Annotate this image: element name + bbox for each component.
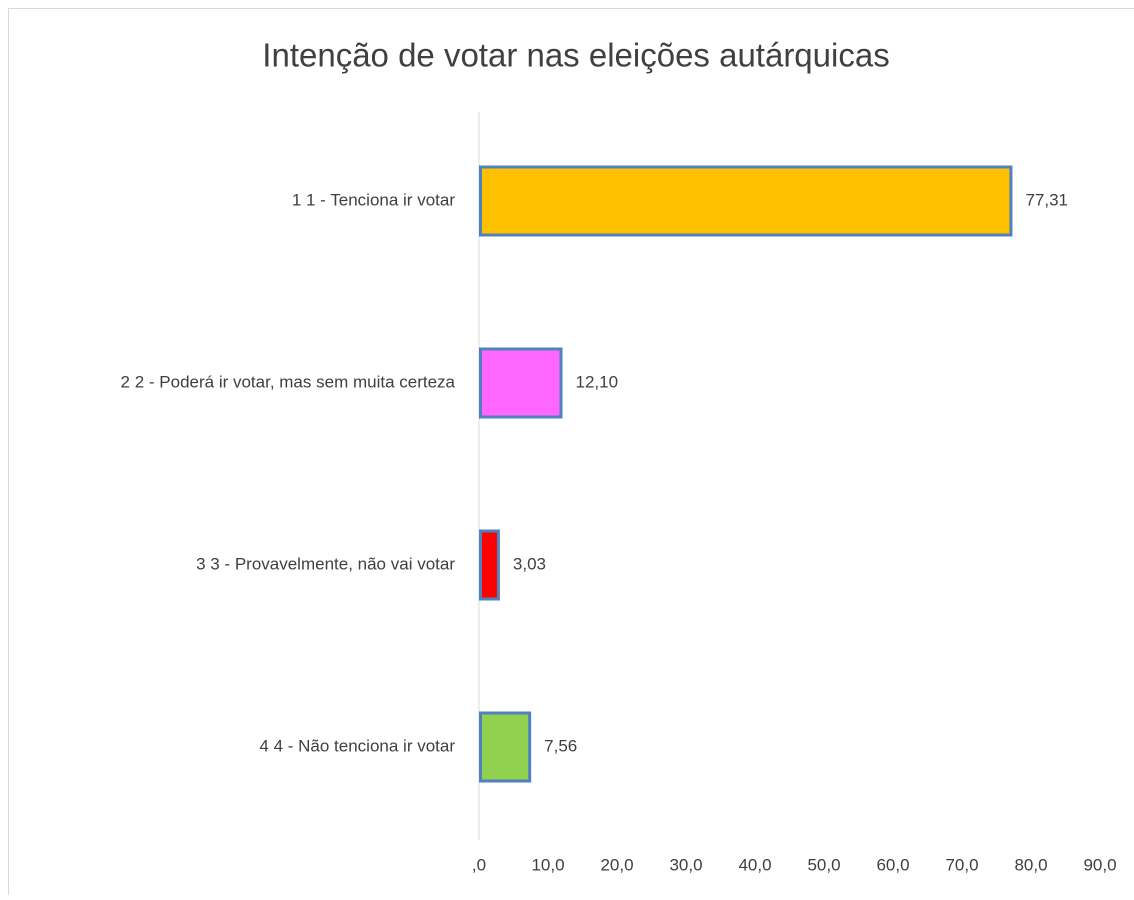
chart-title: Intenção de votar nas eleições autárquic…: [262, 37, 889, 74]
x-tick-label: 60,0: [876, 855, 909, 874]
x-tick-label: 90,0: [1083, 855, 1116, 874]
x-tick-label: 10,0: [531, 855, 564, 874]
x-tick-label: 40,0: [738, 855, 771, 874]
x-tick-label: ,0: [472, 855, 486, 874]
data-label: 12,10: [575, 372, 618, 391]
x-tick-label: 20,0: [600, 855, 633, 874]
y-tick-label: 2 2 - Poderá ir votar, mas sem muita cer…: [121, 372, 456, 391]
x-tick-label: 80,0: [1014, 855, 1047, 874]
data-label: 77,31: [1025, 190, 1068, 209]
x-tick-label: 70,0: [945, 855, 978, 874]
bar: [481, 531, 499, 599]
data-label: 7,56: [544, 736, 577, 755]
x-tick-label: 30,0: [669, 855, 702, 874]
x-tick-label: 50,0: [807, 855, 840, 874]
chart-border: [9, 9, 1134, 896]
y-tick-label: 3 3 - Provavelmente, não vai votar: [196, 554, 455, 573]
y-tick-label: 4 4 - Não tenciona ir votar: [259, 736, 455, 755]
bar: [481, 713, 530, 781]
bar: [481, 167, 1011, 235]
data-label: 3,03: [513, 554, 546, 573]
bar: [481, 349, 561, 417]
y-tick-label: 1 1 - Tenciona ir votar: [292, 190, 455, 209]
